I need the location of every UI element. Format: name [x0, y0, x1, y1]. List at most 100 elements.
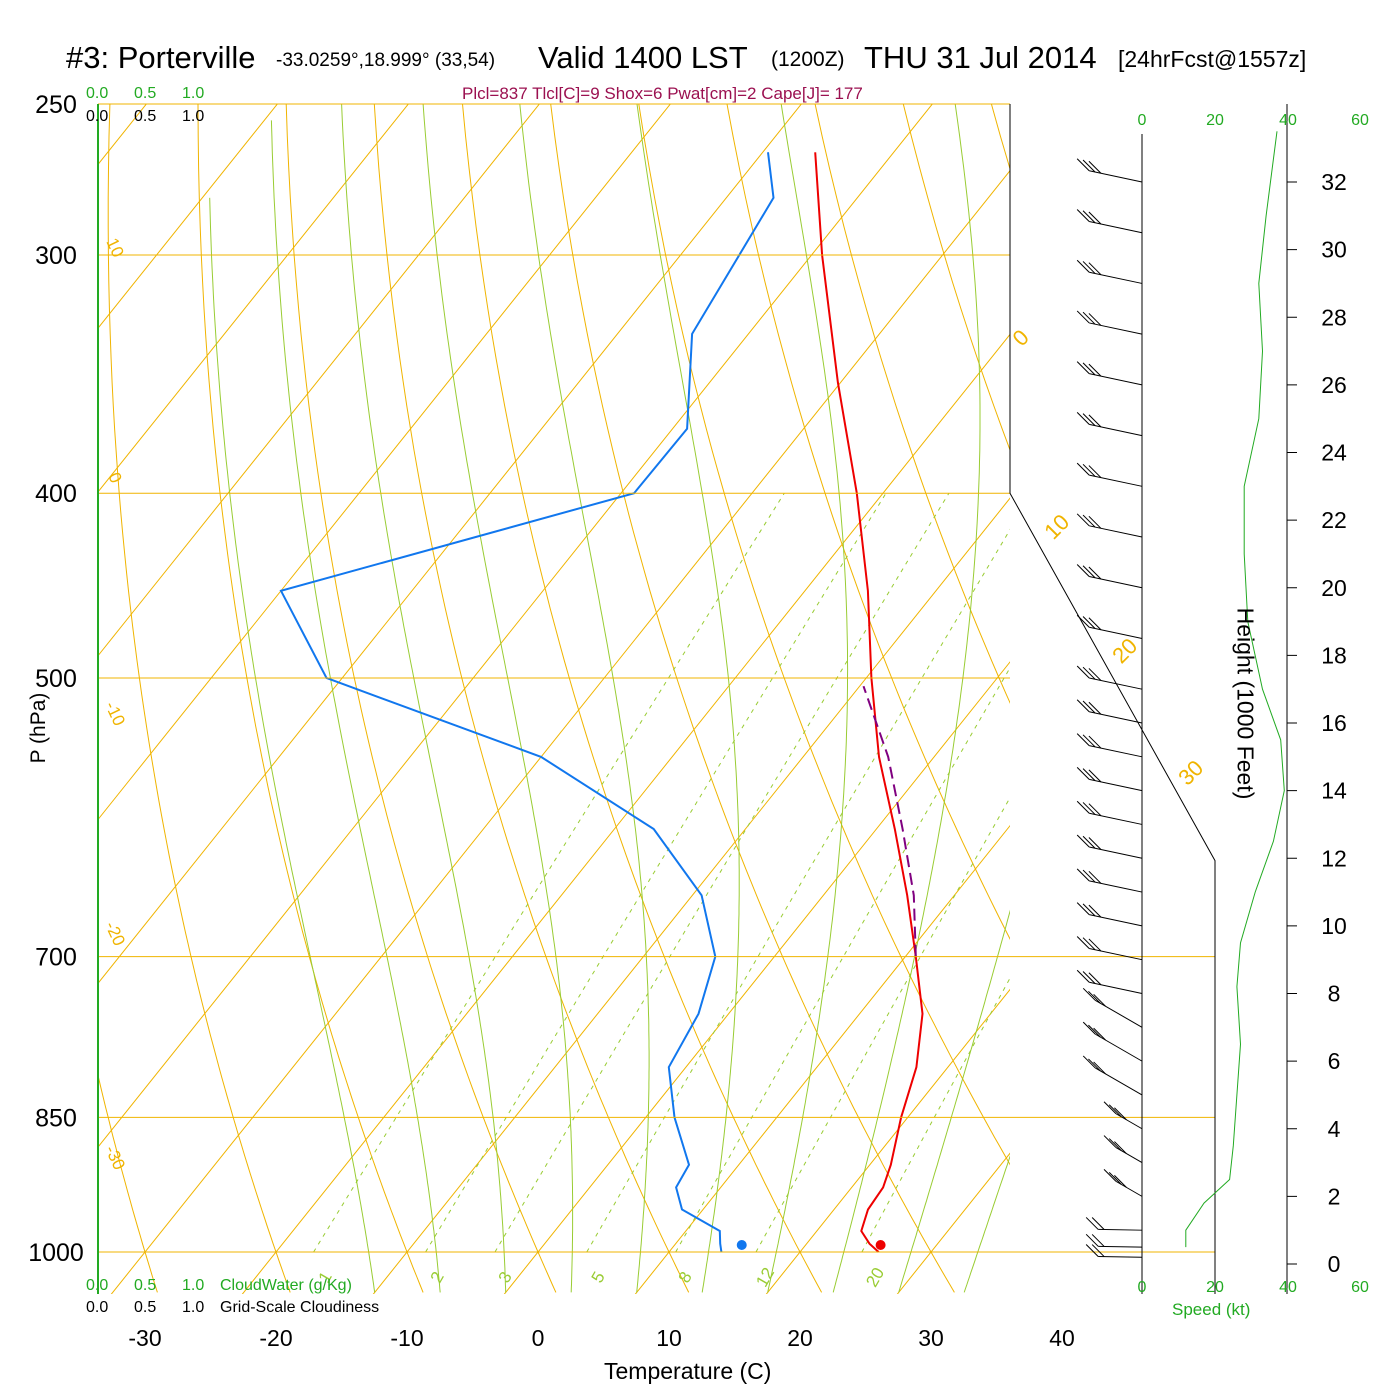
wind-barb-flag: [1088, 1058, 1101, 1072]
wind-barb-flag: [1091, 1234, 1105, 1247]
height-tick-label: 32: [1321, 169, 1347, 195]
wind-barb-flag: [1082, 514, 1096, 528]
mixing-ratio-line: [755, 796, 1010, 1253]
mixing-ratio-line: [313, 492, 785, 1253]
height-tick-label: 30: [1321, 237, 1347, 263]
wind-barb-staff: [1094, 1067, 1143, 1096]
wind-barb-flag: [1088, 262, 1102, 276]
wind-barb-flag: [1088, 803, 1102, 817]
wind-barb-flag: [1093, 1027, 1106, 1041]
isotherm-label: 0: [104, 469, 125, 486]
speed-tick-label-top: 20: [1206, 112, 1224, 129]
wind-barb-flag: [1076, 834, 1090, 848]
speed-tick-label-top: 0: [1138, 112, 1147, 129]
wind-barb-flag: [1082, 734, 1096, 748]
mixing-ratio-line: [425, 492, 887, 1253]
wind-barb-flag: [1088, 160, 1102, 174]
wind-speed-profile: [1185, 131, 1285, 1248]
isotherm-label: -10: [101, 699, 129, 729]
wind-barb-flag: [1082, 463, 1096, 477]
wind-barb-flag: [1082, 802, 1096, 815]
dewpoint-profile: [279, 152, 775, 1253]
moist-adiabat: [636, 104, 740, 1293]
wind-barb-flag: [1114, 1141, 1127, 1154]
wind-barb-staff: [1089, 423, 1143, 437]
dry-adiabat: [0, 70, 25, 1292]
wind-barb-staff: [1089, 778, 1143, 792]
dry-adiabat: [98, 1073, 158, 1293]
x-tick-label: -30: [128, 1325, 161, 1351]
wind-barb-flag: [1088, 701, 1102, 715]
dry-adiabat-label: 10: [1039, 509, 1074, 544]
wind-barb-flag: [1085, 1244, 1099, 1257]
isotherm: [98, 104, 541, 657]
moist-adiabat: [898, 909, 1010, 1293]
pressure-tick-label: 300: [35, 242, 77, 270]
moist-adiabat: [270, 120, 441, 1293]
speed-tick-label-top: 40: [1279, 112, 1297, 129]
surface-dewpoint-marker: [736, 1240, 747, 1250]
dry-adiabat: [550, 104, 955, 1293]
wind-barb-flag: [1091, 1244, 1105, 1257]
mixing-ratio-label: 12: [752, 1264, 778, 1290]
wind-barb-flag: [1088, 363, 1102, 377]
mixing-ratio-line: [861, 977, 1010, 1253]
wind-barb-flag: [1088, 515, 1102, 529]
wind-barb-flag: [1091, 1217, 1105, 1230]
wind-barb-flag: [1108, 1138, 1122, 1151]
wind-barb-flag: [1082, 565, 1096, 579]
isotherm-label: -30: [101, 1143, 129, 1173]
wind-barb-staff: [1089, 221, 1143, 234]
wind-barb-flag: [1088, 904, 1102, 918]
dry-adiabat-label: 20: [1107, 633, 1142, 668]
height-tick-label: 22: [1321, 507, 1347, 533]
y-axis-title: P (hPa): [27, 692, 50, 764]
isotherm: [98, 104, 934, 1148]
wind-barb-staff: [1089, 711, 1143, 724]
dry-adiabat: [197, 104, 424, 1293]
height-tick-label: 24: [1321, 440, 1347, 466]
height-tick-label: 26: [1321, 372, 1347, 398]
x-tick-label: 30: [918, 1325, 944, 1351]
wind-barb-flag: [1076, 614, 1090, 628]
wind-barb-flag: [1082, 666, 1096, 680]
wind-barb-flag: [1082, 311, 1096, 325]
wind-barb-staff: [1089, 474, 1143, 487]
wind-barb-flag: [1082, 835, 1096, 849]
height-tick-label: 2: [1328, 1183, 1341, 1209]
height-tick-label: 18: [1321, 642, 1347, 668]
wind-barb-staff: [1089, 170, 1143, 183]
moist-adiabat: [519, 104, 650, 1293]
wind-barb-flag: [1082, 210, 1096, 224]
scale-value: 0.0: [86, 1277, 109, 1294]
wind-barb-flag: [1076, 902, 1090, 916]
mixing-ratio-label: 2: [427, 1268, 448, 1286]
moist-adiabat: [209, 197, 376, 1293]
wind-barb-flag: [1103, 1169, 1117, 1182]
wind-barb-flag: [1088, 313, 1102, 326]
scale-value: 1.0: [182, 1299, 205, 1316]
wind-barb-staff: [1089, 880, 1143, 893]
wind-barb-flag: [1076, 733, 1090, 746]
wind-barb-flag: [1088, 617, 1102, 631]
wind-barb-flag: [1082, 413, 1096, 426]
moist-adiabat: [963, 1155, 1010, 1293]
dry-adiabat-label: 30: [1173, 755, 1208, 790]
speed-tick-label-bottom: 0: [1138, 1279, 1147, 1296]
wind-barb-flag: [1088, 668, 1102, 681]
wind-barb-flag: [1082, 903, 1096, 917]
wind-barb-flag: [1085, 1233, 1099, 1247]
wind-barb-staff: [1089, 626, 1143, 639]
wind-barb-flag: [1082, 1021, 1096, 1035]
mixing-ratio-line: [494, 492, 950, 1253]
dry-adiabat: [638, 104, 1010, 1166]
zulu-time: (1200Z): [771, 48, 845, 71]
wind-barb-flag: [1082, 768, 1096, 781]
wind-barb-flag: [1088, 972, 1102, 986]
pressure-tick-label: 1000: [28, 1239, 84, 1267]
wind-barb-flag: [1088, 837, 1102, 850]
wind-barb-staff: [1089, 812, 1143, 825]
pressure-tick-label: 500: [35, 665, 77, 693]
isotherm: [110, 169, 1010, 1294]
wind-barb-flag: [1103, 1135, 1117, 1148]
